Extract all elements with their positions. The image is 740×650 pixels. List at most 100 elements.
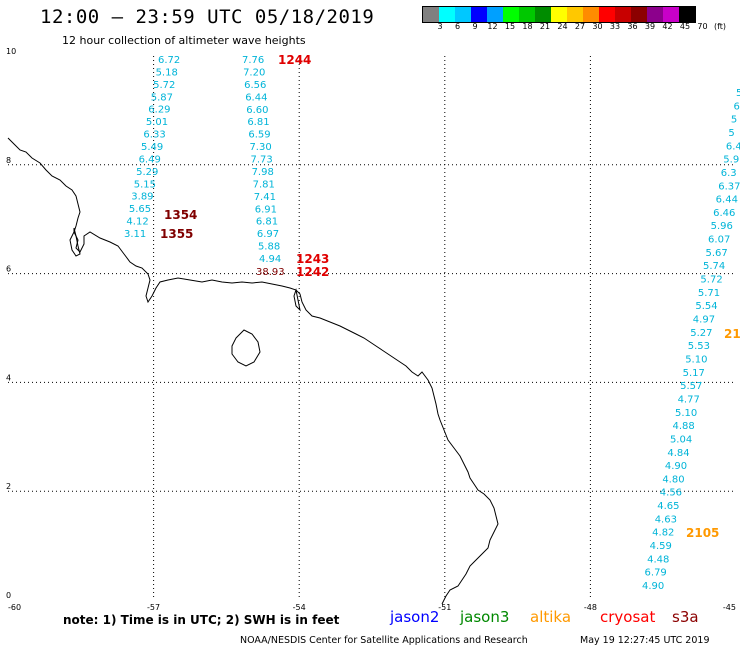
legend-s3a: s3a — [672, 608, 699, 626]
swh-value: 4.59 — [650, 541, 672, 552]
swh-value: 4.88 — [672, 421, 694, 432]
y-tick-label: 8 — [6, 156, 11, 165]
swh-value: 5.18 — [156, 67, 178, 78]
legend-swatch — [583, 7, 599, 22]
track-values-3: 5 6 5 5 6.4 5.9 6.3 6.37 6.44 6.46 5.96 6.07 5.67 5.7… — [642, 88, 740, 592]
swh-value: 6.29 — [148, 105, 170, 116]
legend-label: 21 — [539, 22, 551, 31]
color-scale-legend — [422, 6, 696, 23]
swh-value: 6.60 — [246, 105, 268, 116]
legend-label: 3 — [437, 22, 443, 31]
swh-value: 7.73 — [251, 155, 273, 166]
legend-label: 18 — [522, 22, 533, 31]
map-subtitle: 12 hour collection of altimeter wave hei… — [62, 34, 306, 47]
legend-swatch — [471, 7, 487, 22]
swh-value: 4.82 — [652, 528, 674, 539]
swh-value: 4.63 — [655, 514, 677, 525]
x-tick-label: -48 — [584, 603, 597, 612]
legend-label: 15 — [504, 22, 516, 31]
legend-swatch — [487, 7, 503, 22]
swh-value: 5.87 — [151, 92, 173, 103]
legend-swatch — [567, 7, 583, 22]
swh-value: 5 — [731, 115, 737, 126]
swh-value-38-93: 38.93 — [256, 267, 285, 278]
swh-value: 4.48 — [647, 554, 669, 565]
legend-swatch — [551, 7, 567, 22]
swh-value: 5.96 — [711, 221, 733, 232]
legend-label: 33 — [609, 22, 621, 31]
swh-value: 6.56 — [244, 80, 266, 91]
swh-value: 6.07 — [708, 235, 730, 246]
coastline — [7, 137, 499, 605]
footer-note: note: 1) Time is in UTC; 2) SWH is in fe… — [63, 613, 340, 627]
swh-value: 6.46 — [713, 208, 735, 219]
island — [231, 329, 261, 367]
pass-label-21: 21 — [724, 327, 740, 341]
pass-label-1243: 1243 — [296, 252, 329, 266]
swh-value: 6.44 — [716, 195, 738, 206]
pass-label-1354: 1354 — [164, 208, 197, 222]
swh-value: 6.81 — [256, 217, 278, 228]
swh-value: 5.9 — [723, 155, 739, 166]
swh-value: 6.91 — [255, 204, 277, 215]
pass-label-1242: 1242 — [296, 265, 329, 279]
pass-label-1244: 1244 — [278, 53, 311, 67]
swh-value: 5.72 — [700, 275, 722, 286]
y-tick-label: 0 — [6, 591, 11, 600]
swh-value: 5.49 — [141, 142, 163, 153]
swh-value: 5.27 — [690, 328, 712, 339]
legend-jason3: jason3 — [460, 608, 510, 626]
legend-swatch — [455, 7, 471, 22]
pass-label-2105: 2105 — [686, 526, 719, 540]
x-tick-label: -60 — [8, 603, 21, 612]
y-tick-label: 6 — [6, 265, 11, 274]
swh-value: 6.79 — [645, 568, 667, 579]
swh-value: 6.33 — [143, 130, 165, 141]
swh-value: 4.90 — [642, 581, 664, 592]
timestamp: May 19 12:27:45 UTC 2019 — [580, 635, 710, 646]
legend-swatch — [439, 7, 455, 22]
legend-label: 39 — [644, 22, 656, 31]
swh-value: 5.29 — [136, 167, 158, 178]
swh-value: 5.17 — [683, 368, 705, 379]
legend-label: 27 — [574, 22, 586, 31]
swh-value: 7.76 — [242, 55, 264, 66]
swh-value: 5.57 — [680, 381, 702, 392]
swh-value: 4.80 — [662, 474, 684, 485]
swh-value: 4.94 — [259, 254, 281, 265]
swh-value: 5.65 — [129, 204, 151, 215]
swh-value: 5.54 — [695, 301, 717, 312]
pass-label-1355: 1355 — [160, 227, 193, 241]
x-tick-label: -57 — [147, 603, 160, 612]
swh-value: 7.41 — [254, 192, 276, 203]
swh-value: 4.65 — [657, 501, 679, 512]
legend-label: 24 — [557, 22, 568, 31]
swh-value: 5.74 — [703, 261, 725, 272]
swh-value: 5.10 — [675, 408, 697, 419]
swh-value: 6.81 — [247, 117, 269, 128]
swh-value: 4.84 — [667, 448, 689, 459]
swh-value: 6.97 — [257, 229, 279, 240]
legend-label: 9 — [472, 22, 478, 31]
swh-value: 5 — [728, 128, 734, 139]
x-tick-label: -45 — [723, 603, 736, 612]
credit-line: NOAA/NESDIS Center for Satellite Applica… — [240, 635, 528, 646]
legend-jason2: jason2 — [390, 608, 440, 626]
y-tick-label: 10 — [6, 47, 16, 56]
swh-value: 5.72 — [153, 80, 175, 91]
legend-label: 42 — [662, 22, 673, 31]
swh-value: 7.98 — [252, 167, 274, 178]
legend-swatch — [679, 7, 695, 22]
legend-cryosat: cryosat — [600, 608, 656, 626]
gridlines — [8, 56, 736, 600]
color-scale-labels: 3 6 9 12 15 18 21 24 27 30 33 36 39 42 45 70 (ft) — [422, 22, 740, 36]
legend-swatch — [519, 7, 535, 22]
legend-swatch — [503, 7, 519, 22]
track-values-1: 6.725.18 5.725.87 6.295.01 6.335.496.49 5.29… — [124, 55, 180, 240]
legend-swatch — [647, 7, 663, 22]
legend-label: 6 — [454, 22, 461, 31]
swh-value: 6.3 — [721, 168, 737, 179]
swh-value: 5.53 — [688, 341, 710, 352]
swh-value: 5.01 — [146, 117, 168, 128]
swh-value: 5.67 — [706, 248, 728, 259]
